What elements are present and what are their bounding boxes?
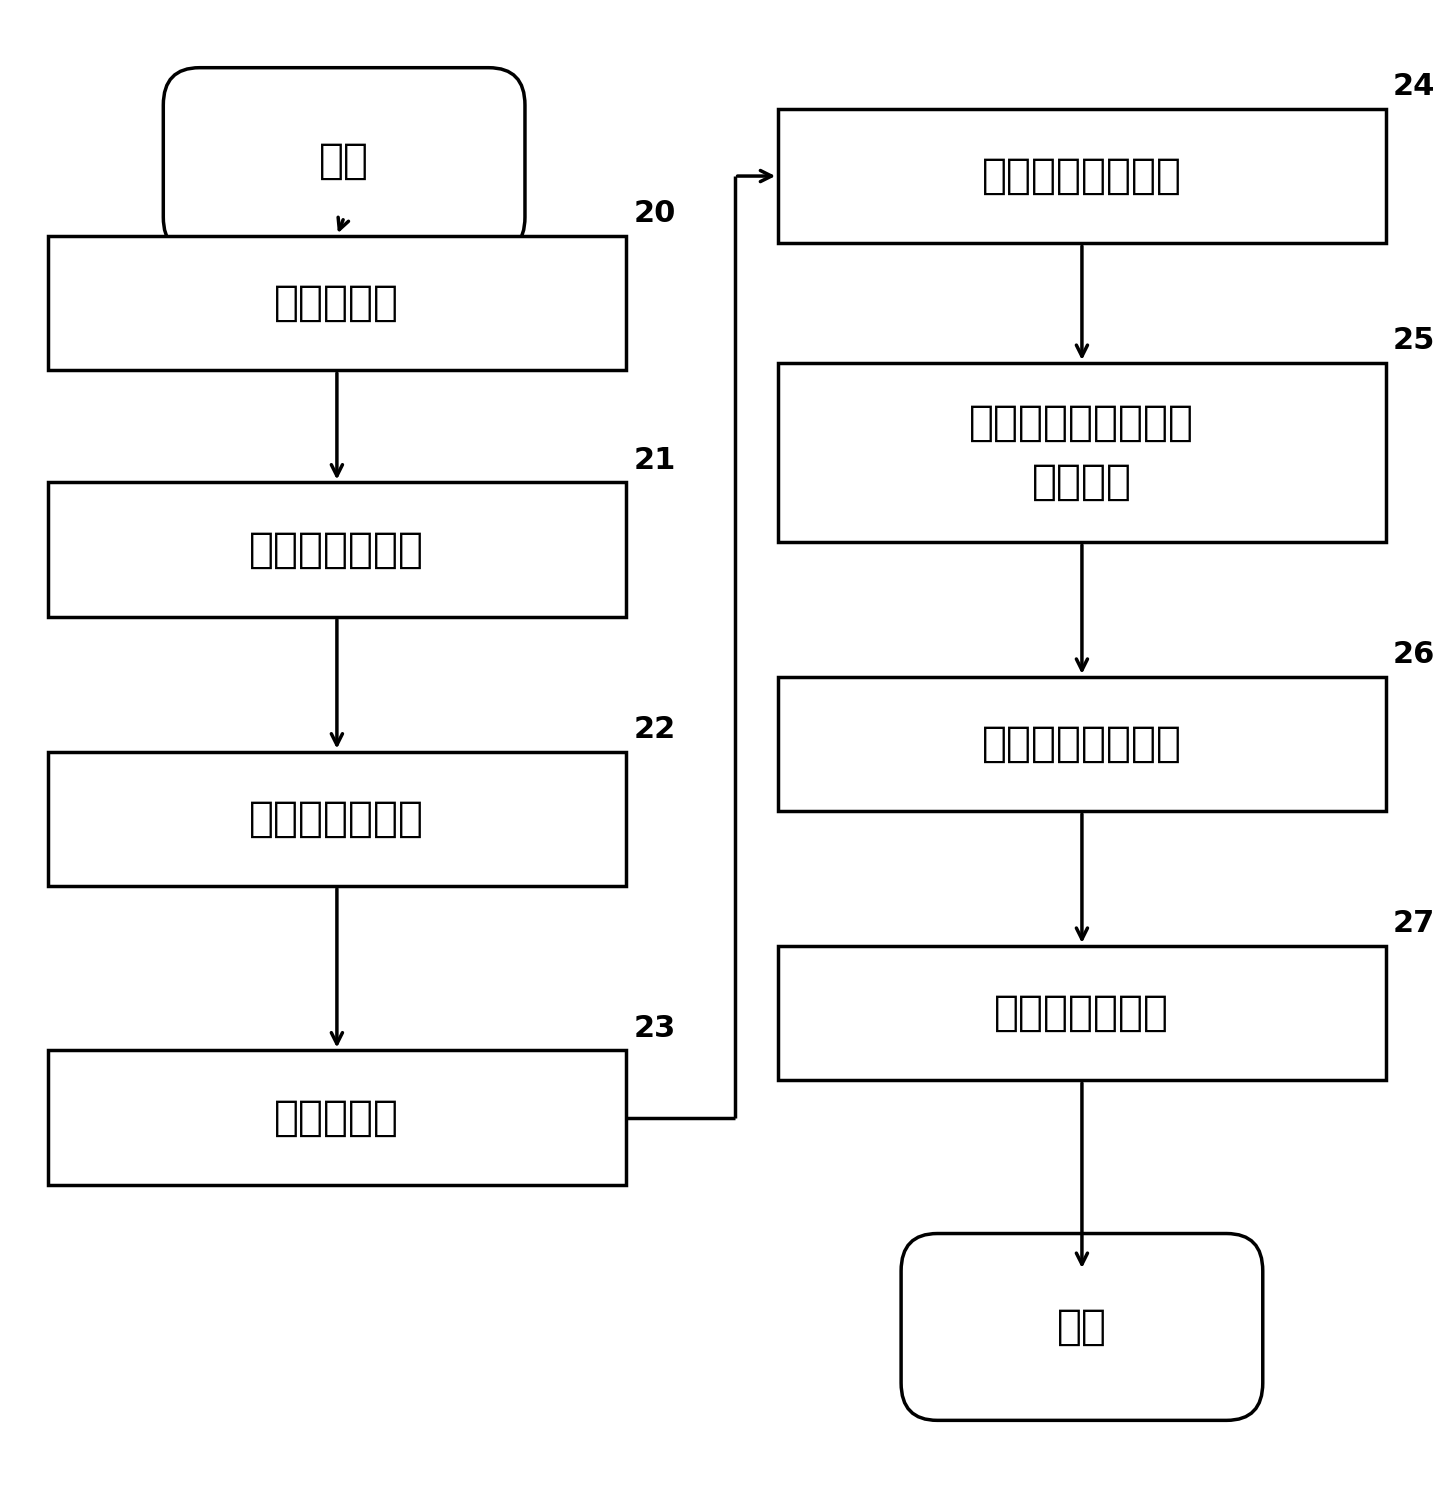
Text: 26: 26: [1392, 640, 1435, 669]
FancyBboxPatch shape: [778, 108, 1385, 243]
FancyBboxPatch shape: [48, 1051, 626, 1184]
FancyBboxPatch shape: [48, 482, 626, 616]
Text: 27: 27: [1392, 909, 1435, 938]
Text: 23: 23: [633, 1015, 675, 1043]
FancyBboxPatch shape: [778, 945, 1385, 1081]
Text: 取活性电子媒介物: 取活性电子媒介物: [982, 155, 1181, 197]
Text: 取缓冲盐类: 取缓冲盐类: [275, 283, 400, 325]
FancyBboxPatch shape: [778, 676, 1385, 812]
Text: 取四唑盐类: 取四唑盐类: [275, 1097, 400, 1139]
Text: 取水溶性赋型剂: 取水溶性赋型剂: [249, 529, 425, 571]
Text: 22: 22: [633, 715, 675, 744]
FancyBboxPatch shape: [778, 362, 1385, 543]
Text: 结束: 结束: [1056, 1306, 1107, 1348]
Text: 25: 25: [1392, 326, 1435, 355]
Text: 于室温下混合搅拌至
完全溶解: 于室温下混合搅拌至 完全溶解: [969, 403, 1195, 504]
Text: 过滤后，点胶涂布: 过滤后，点胶涂布: [982, 723, 1181, 765]
FancyBboxPatch shape: [163, 68, 525, 254]
Text: 成一赋型缓冲液: 成一赋型缓冲液: [249, 798, 425, 840]
Text: 烘烤至干燥备用: 烘烤至干燥备用: [994, 992, 1170, 1034]
Text: 21: 21: [633, 446, 675, 475]
FancyBboxPatch shape: [48, 752, 626, 887]
FancyBboxPatch shape: [48, 236, 626, 370]
FancyBboxPatch shape: [901, 1234, 1263, 1420]
Text: 20: 20: [633, 200, 675, 228]
Text: 24: 24: [1392, 72, 1435, 101]
Text: 开始: 开始: [319, 140, 370, 182]
